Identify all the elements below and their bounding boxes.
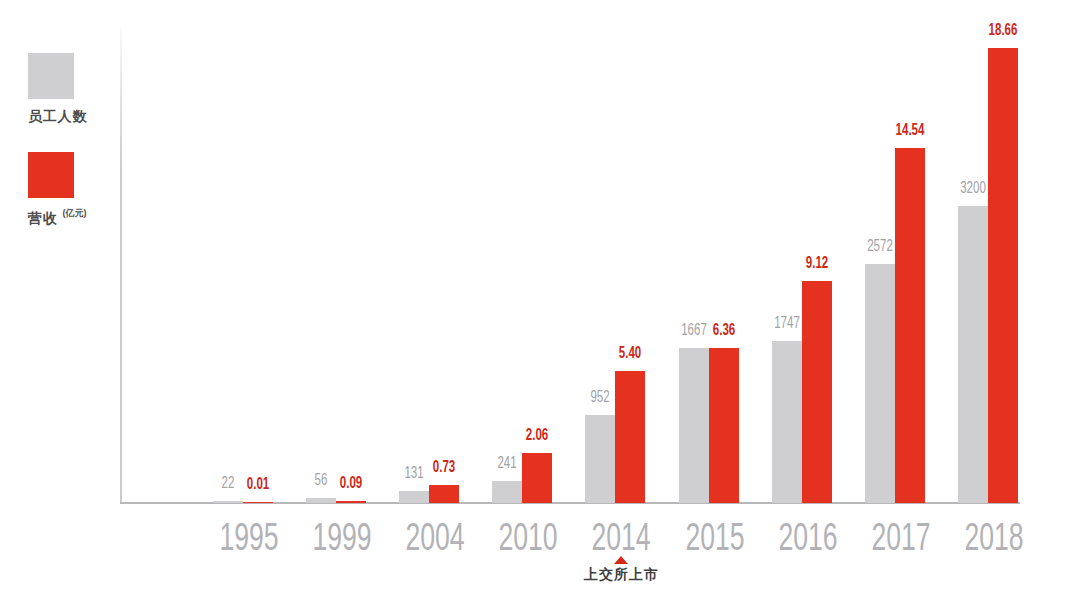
bar-revenue-2004 bbox=[429, 485, 459, 503]
value-label-employees-2010: 241 bbox=[478, 455, 536, 471]
bar-revenue-2018 bbox=[988, 48, 1018, 503]
bar-employees-2015 bbox=[679, 348, 709, 503]
bar-employees-2018 bbox=[958, 206, 988, 503]
bar-revenue-2015 bbox=[709, 348, 739, 503]
bar-revenue-2017 bbox=[895, 148, 925, 503]
x-axis-label-2018: 2018 bbox=[945, 518, 1043, 556]
bar-employees-2010 bbox=[492, 481, 522, 503]
legend-swatch-revenue bbox=[28, 152, 74, 198]
x-axis-label-2014: 2014 bbox=[572, 518, 670, 556]
value-label-revenue-1995: 0.01 bbox=[229, 476, 287, 492]
x-axis-label-2017: 2017 bbox=[852, 518, 950, 556]
bar-revenue-1999 bbox=[336, 501, 366, 503]
x-axis-label-1999: 1999 bbox=[293, 518, 391, 556]
value-label-employees-2014: 952 bbox=[572, 389, 630, 405]
value-label-revenue-1999: 0.09 bbox=[322, 475, 380, 491]
x-axis-label-2004: 2004 bbox=[386, 518, 484, 556]
y-axis-line bbox=[120, 28, 122, 504]
x-axis-label-2015: 2015 bbox=[666, 518, 764, 556]
legend-swatch-employees bbox=[28, 53, 74, 99]
x-axis-label-2010: 2010 bbox=[479, 518, 577, 556]
legend-unit-label: (亿元) bbox=[63, 208, 87, 218]
ipo-annotation-label: 上交所上市 bbox=[541, 566, 701, 584]
value-label-employees-2018: 3200 bbox=[944, 180, 1002, 196]
value-label-revenue-2010: 2.06 bbox=[508, 427, 566, 443]
bar-employees-2004 bbox=[399, 491, 429, 503]
bar-revenue-1995 bbox=[243, 502, 273, 503]
value-label-revenue-2015: 6.36 bbox=[695, 322, 753, 338]
bar-employees-2016 bbox=[772, 341, 802, 503]
employee-revenue-bar-chart: 员工人数 营收(亿元) 220.011995560.0919991310.732… bbox=[0, 0, 1080, 596]
triangle-marker-icon bbox=[614, 556, 628, 564]
value-label-revenue-2014: 5.40 bbox=[602, 345, 660, 361]
value-label-revenue-2018: 18.66 bbox=[974, 22, 1032, 38]
legend-label-revenue: 营收(亿元) bbox=[28, 207, 87, 228]
value-label-employees-2016: 1747 bbox=[758, 315, 816, 331]
legend-label-employees: 员工人数 bbox=[28, 108, 87, 126]
x-axis-label-2016: 2016 bbox=[759, 518, 857, 556]
bar-employees-1995 bbox=[213, 501, 243, 503]
bar-employees-1999 bbox=[306, 498, 336, 503]
value-label-revenue-2016: 9.12 bbox=[788, 255, 846, 271]
value-label-revenue-2004: 0.73 bbox=[415, 459, 473, 475]
value-label-revenue-2017: 14.54 bbox=[881, 122, 939, 138]
value-label-employees-2017: 2572 bbox=[851, 238, 909, 254]
bar-employees-2014 bbox=[585, 415, 615, 503]
x-axis-label-1995: 1995 bbox=[200, 518, 298, 556]
bar-employees-2017 bbox=[865, 264, 895, 503]
